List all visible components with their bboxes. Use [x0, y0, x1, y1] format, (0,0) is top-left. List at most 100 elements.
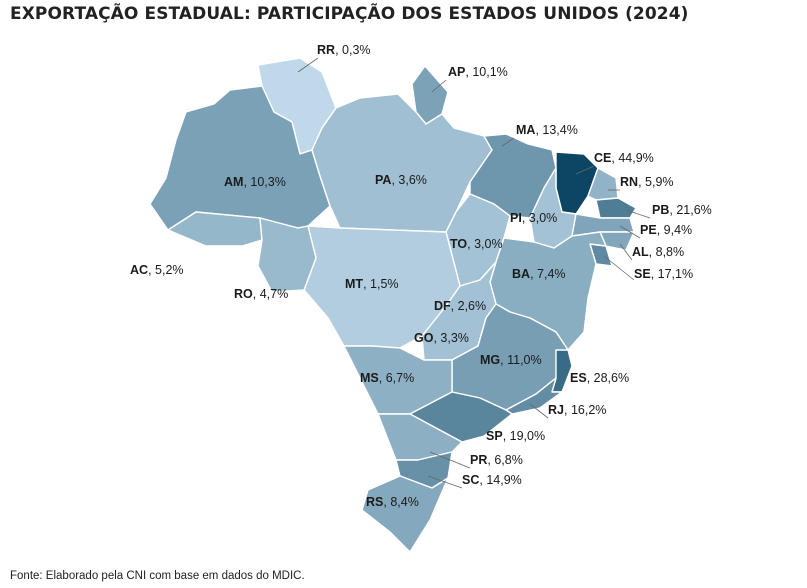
state-label-ro: RO, 4,7%	[234, 287, 288, 301]
state-label-sp: SP, 19,0%	[486, 429, 545, 443]
state-label-ap: AP, 10,1%	[448, 65, 508, 79]
leader-line-rj	[529, 403, 549, 419]
state-ce	[555, 151, 599, 215]
leader-line-ce	[575, 165, 595, 175]
state-code: MG	[480, 353, 500, 367]
state-value: 8,4%	[390, 495, 419, 509]
state-label-pi: PI, 3,0%	[510, 211, 557, 225]
state-code: CE	[594, 151, 611, 165]
state-value: 14,9%	[486, 473, 521, 487]
state-value: 0,3%	[342, 43, 371, 57]
state-code: AM	[224, 175, 243, 189]
state-label-rr: RR, 0,3%	[317, 43, 371, 57]
state-value: 3,3%	[440, 331, 469, 345]
state-code: RS	[366, 495, 383, 509]
state-code: PI	[510, 211, 522, 225]
state-code: MS	[360, 371, 379, 385]
state-value: 6,8%	[494, 453, 523, 467]
state-ms	[343, 345, 453, 415]
leader-line-pe	[619, 225, 641, 239]
state-code: BA	[512, 267, 530, 281]
state-value: 11,0%	[507, 353, 542, 367]
state-value: 8,8%	[656, 245, 685, 259]
source-note: Fonte: Elaborado pela CNI com base em da…	[10, 570, 305, 582]
state-label-al: AL, 8,8%	[632, 245, 684, 259]
state-label-ac: AC, 5,2%	[130, 263, 184, 277]
state-label-pb: PB, 21,6%	[652, 203, 712, 217]
state-label-es: ES, 28,6%	[570, 371, 629, 385]
state-code: RO	[234, 287, 253, 301]
state-label-ma: MA, 13,4%	[516, 123, 578, 137]
state-code: PB	[652, 203, 669, 217]
state-code: SE	[634, 267, 651, 281]
state-code: SP	[486, 429, 503, 443]
leader-line-ma	[501, 137, 515, 147]
state-code: SC	[462, 473, 479, 487]
state-value: 10,1%	[472, 65, 507, 79]
state-label-df: DF, 2,6%	[434, 299, 486, 313]
state-code: GO	[414, 331, 434, 345]
state-code: RN	[620, 175, 638, 189]
state-value: 5,2%	[155, 263, 184, 277]
state-label-ce: CE, 44,9%	[594, 151, 654, 165]
state-pb	[595, 197, 637, 219]
state-value: 3,6%	[398, 173, 427, 187]
state-label-go: GO, 3,3%	[414, 331, 469, 345]
leader-line-sc	[427, 475, 463, 489]
state-label-mt: MT, 1,5%	[345, 277, 399, 291]
leader-line-ap	[431, 79, 447, 93]
leader-line-se	[603, 255, 635, 281]
state-label-rj: RJ, 16,2%	[548, 403, 606, 417]
state-label-ba: BA, 7,4%	[512, 267, 566, 281]
state-value: 1,5%	[370, 277, 399, 291]
state-value: 44,9%	[618, 151, 653, 165]
state-value: 21,6%	[676, 203, 711, 217]
state-code: PR	[470, 453, 487, 467]
state-label-pa: PA, 3,6%	[375, 173, 427, 187]
state-pa	[311, 93, 493, 233]
state-code: PA	[375, 173, 391, 187]
state-label-pr: PR, 6,8%	[470, 453, 523, 467]
map-title: EXPORTAÇÃO ESTADUAL: PARTICIPAÇÃO DOS ES…	[10, 4, 689, 24]
leader-line-al	[619, 243, 633, 261]
state-code: MA	[516, 123, 535, 137]
state-label-se: SE, 17,1%	[634, 267, 693, 281]
state-label-am: AM, 10,3%	[224, 175, 286, 189]
state-value: 19,0%	[510, 429, 545, 443]
leader-line-pr	[429, 451, 471, 469]
state-value: 9,4%	[664, 223, 693, 237]
state-code: AL	[632, 245, 649, 259]
state-value: 3,0%	[474, 237, 503, 251]
state-code: DF	[434, 299, 451, 313]
state-ro	[257, 217, 317, 293]
state-label-mg: MG, 11,0%	[480, 353, 542, 367]
state-code: PE	[640, 223, 657, 237]
state-label-to: TO, 3,0%	[450, 237, 503, 251]
leader-line-pb	[625, 209, 651, 219]
state-value: 2,6%	[458, 299, 487, 313]
state-label-ms: MS, 6,7%	[360, 371, 414, 385]
leader-line-rr	[297, 57, 319, 73]
state-value: 5,9%	[645, 175, 674, 189]
state-value: 17,1%	[658, 267, 693, 281]
state-code: TO	[450, 237, 467, 251]
state-label-pe: PE, 9,4%	[640, 223, 692, 237]
state-label-sc: SC, 14,9%	[462, 473, 522, 487]
state-value: 4,7%	[260, 287, 289, 301]
state-value: 13,4%	[542, 123, 577, 137]
state-code: MT	[345, 277, 363, 291]
state-code: RJ	[548, 403, 564, 417]
state-label-rn: RN, 5,9%	[620, 175, 674, 189]
state-value: 7,4%	[537, 267, 566, 281]
state-code: RR	[317, 43, 335, 57]
state-value: 10,3%	[250, 175, 285, 189]
state-value: 6,7%	[386, 371, 415, 385]
state-code: ES	[570, 371, 587, 385]
state-label-rs: RS, 8,4%	[366, 495, 419, 509]
state-value: 28,6%	[594, 371, 629, 385]
state-value: 3,0%	[529, 211, 558, 225]
state-value: 16,2%	[571, 403, 606, 417]
state-code: AC	[130, 263, 148, 277]
state-rs	[361, 475, 449, 553]
